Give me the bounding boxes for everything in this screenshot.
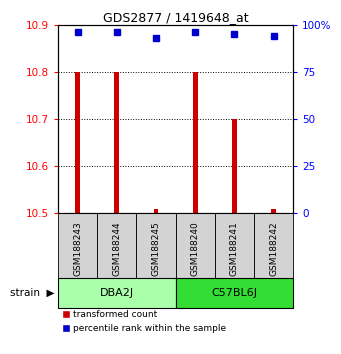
Bar <box>232 119 237 213</box>
Bar <box>97 213 136 278</box>
Text: strain  ▶: strain ▶ <box>10 288 54 298</box>
Legend: transformed count, percentile rank within the sample: transformed count, percentile rank withi… <box>62 310 226 333</box>
Bar <box>215 213 254 278</box>
Text: GSM188243: GSM188243 <box>73 221 82 276</box>
Bar <box>136 213 176 278</box>
Bar <box>271 209 276 213</box>
Text: DBA2J: DBA2J <box>100 288 134 298</box>
Text: GSM188244: GSM188244 <box>112 221 121 276</box>
Text: C57BL6J: C57BL6J <box>211 288 257 298</box>
Bar <box>58 213 97 278</box>
Text: GSM188242: GSM188242 <box>269 221 278 276</box>
Bar <box>115 72 119 213</box>
Text: GSM188241: GSM188241 <box>230 221 239 276</box>
Bar <box>154 209 158 213</box>
Title: GDS2877 / 1419648_at: GDS2877 / 1419648_at <box>103 11 249 24</box>
Bar <box>254 213 293 278</box>
Bar <box>176 213 215 278</box>
Bar <box>75 72 80 213</box>
Text: GSM188245: GSM188245 <box>151 221 161 276</box>
Bar <box>193 72 197 213</box>
Bar <box>58 278 176 308</box>
Text: GSM188240: GSM188240 <box>191 221 200 276</box>
Bar <box>176 278 293 308</box>
